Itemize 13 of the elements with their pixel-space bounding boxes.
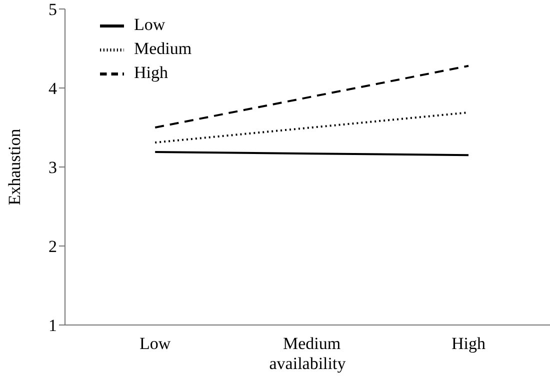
legend-label: High bbox=[134, 62, 168, 82]
legend-label: Low bbox=[134, 14, 166, 34]
y-tick-label: 4 bbox=[48, 79, 58, 98]
x-tick-label: Low bbox=[140, 334, 172, 354]
x-axis-title: availability bbox=[269, 354, 346, 373]
legend-label: Medium bbox=[134, 38, 192, 58]
y-tick-label: 1 bbox=[48, 316, 57, 336]
y-tick-label: 2 bbox=[48, 237, 57, 256]
y-tick-label: 5 bbox=[48, 0, 57, 20]
y-tick-label: 3 bbox=[48, 158, 57, 178]
y-axis-title: Exhaustion bbox=[5, 128, 24, 206]
x-tick-label: High bbox=[452, 334, 486, 354]
x-tick-label: Medium bbox=[283, 334, 341, 354]
